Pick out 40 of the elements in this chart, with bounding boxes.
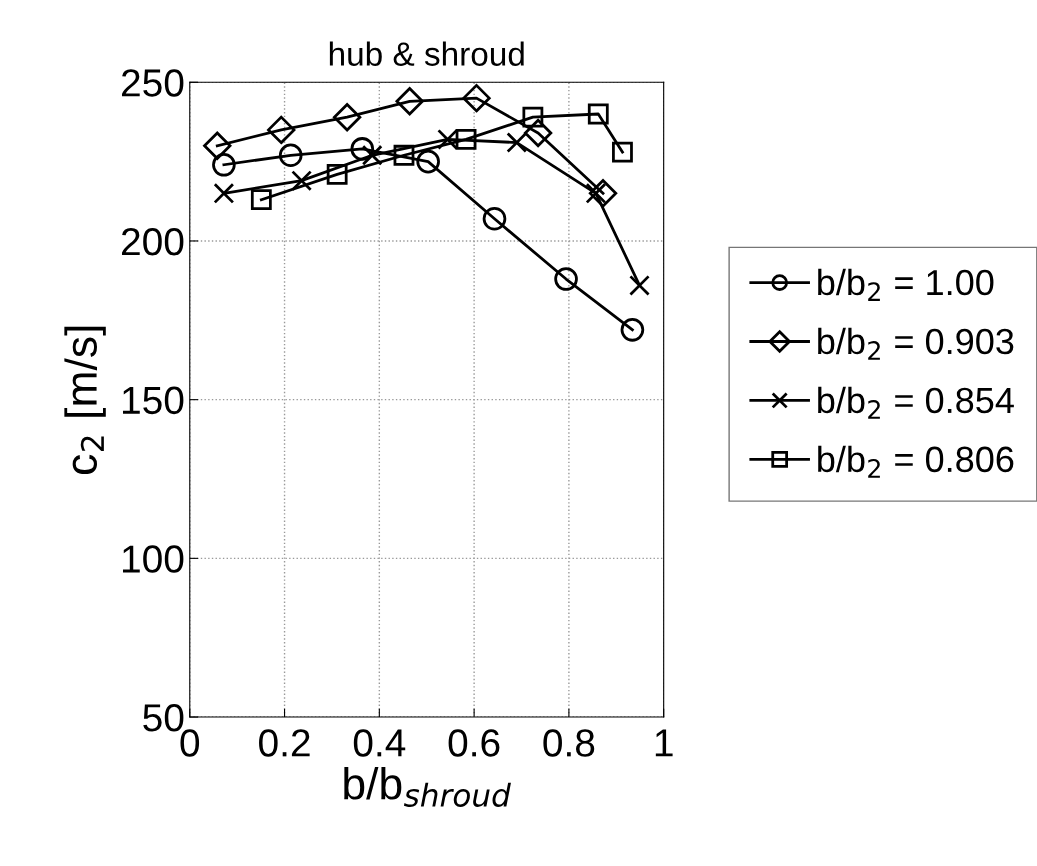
y-tick-label: 150 [123,386,184,415]
point [395,87,424,116]
x-tick-label: 0.2 [259,729,310,757]
chart-title: hub & shroud [329,41,524,66]
y-tick-label: 100 [123,545,184,573]
point [612,141,633,163]
legend-label: b/b$_{2}$ = 0.806 [818,445,1014,478]
point [523,118,553,148]
point [506,132,528,153]
x-axis-title: b/b$_{shroud}$ [344,766,511,807]
point [393,144,415,166]
point [267,115,296,145]
x-tick-label: 0.4 [353,729,406,757]
point [587,103,609,125]
point [326,163,348,185]
point [462,83,491,113]
point [212,152,236,177]
x-tick-label: 1 [655,729,673,757]
y-tick-label: 200 [121,227,184,256]
legend-label: b/b$_{2}$ = 0.903 [818,327,1014,360]
legend-label: b/b$_{2}$ = 0.854 [818,386,1014,419]
y-axis-title: c$_{2}$ [m/s] [64,326,106,474]
point [620,318,645,342]
x-tick-label: 0.6 [448,729,500,757]
point [629,274,650,296]
point [522,106,544,128]
point [482,206,507,231]
x-tick-label: 0.8 [543,729,595,757]
point [203,131,232,160]
point [213,182,235,204]
point [250,189,272,211]
point [455,128,477,150]
point [350,137,375,161]
y-tick-label: 250 [121,69,184,97]
legend-label: b/b$_{2}$ = 1.00 [818,268,994,301]
point [332,103,362,132]
point [416,149,440,174]
point [278,143,303,168]
point [588,179,618,208]
point [554,267,578,291]
